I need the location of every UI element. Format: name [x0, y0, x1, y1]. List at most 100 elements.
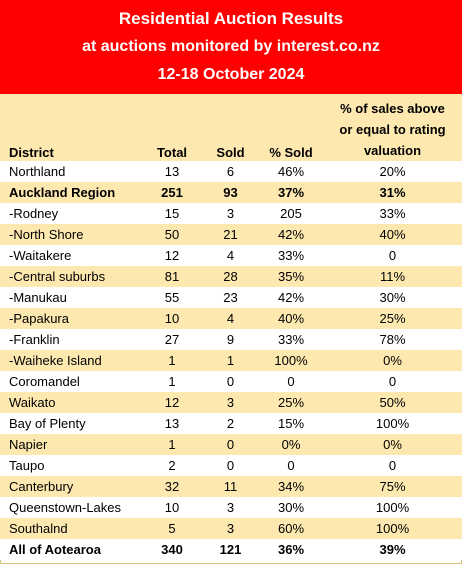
cell-above: 33%: [379, 206, 406, 221]
cell-above: 11%: [379, 269, 406, 284]
cell-district: Queenstown-Lakes: [9, 500, 122, 515]
table-row: -Central suburbs 81 28 35% 11%: [0, 266, 462, 287]
cell-sold: 2: [226, 416, 235, 431]
cell-sold: 3: [226, 395, 235, 410]
cell-above: 0: [388, 248, 397, 263]
cell-total: 10: [164, 311, 180, 326]
cell-pct-sold: 33%: [277, 248, 305, 263]
cell-sold: 0: [226, 437, 235, 452]
cell-sold: 3: [226, 521, 235, 536]
cell-total: 340: [161, 542, 183, 557]
cell-total: 12: [164, 395, 180, 410]
column-header-total: Total: [156, 145, 188, 160]
cell-sold: 23: [223, 290, 238, 305]
column-header-above-line3: valuation: [363, 143, 422, 158]
cell-sold: 0: [226, 458, 235, 473]
cell-above: 40%: [379, 227, 406, 242]
table-row: Taupo 2 0 0 0: [0, 455, 462, 476]
cell-total: 13: [164, 164, 180, 179]
cell-district: -Rodney: [9, 206, 59, 221]
cell-pct-sold: 15%: [277, 416, 305, 431]
column-header-above-valuation: % of sales above or equal to rating valu…: [323, 94, 462, 161]
report-header: Residential Auction Results at auctions …: [0, 0, 462, 94]
cell-above: 100%: [375, 521, 410, 536]
column-header-pct-sold: % Sold: [269, 145, 313, 160]
cell-total: 1: [168, 437, 176, 452]
cell-total: 81: [164, 269, 180, 284]
cell-pct-sold: 34%: [277, 479, 305, 494]
cell-pct-sold: 60%: [277, 521, 305, 536]
table-row: Northland 13 6 46% 20%: [0, 161, 462, 182]
table-row: Bay of Plenty 13 2 15% 100%: [0, 413, 462, 434]
cell-above: 75%: [379, 479, 406, 494]
cell-total: 5: [168, 521, 176, 536]
cell-district: -Waitakere: [9, 248, 72, 263]
cell-above: 31%: [379, 185, 406, 200]
cell-sold: 6: [226, 164, 235, 179]
table-row: Napier 1 0 0% 0%: [0, 434, 462, 455]
table-row: Waikato 12 3 25% 50%: [0, 392, 462, 413]
cell-district: -Franklin: [9, 332, 60, 347]
cell-total: 1: [168, 374, 176, 389]
table-row: Auckland Region 251 93 37% 31%: [0, 182, 462, 203]
cell-district: Auckland Region: [9, 185, 116, 200]
report-subtitle: at auctions monitored by interest.co.nz: [82, 38, 380, 55]
cell-pct-sold: 40%: [277, 311, 305, 326]
cell-above: 0: [388, 458, 397, 473]
cell-total: 27: [164, 332, 180, 347]
cell-total: 251: [161, 185, 183, 200]
cell-pct-sold: 205: [280, 206, 302, 221]
cell-district: Coromandel: [9, 374, 80, 389]
column-header-sold: Sold: [216, 145, 245, 160]
cell-sold: 11: [223, 479, 238, 494]
cell-sold: 0: [226, 374, 235, 389]
cell-pct-sold: 0: [287, 374, 295, 389]
cell-above: 0: [388, 374, 397, 389]
table-row: -Franklin 27 9 33% 78%: [0, 329, 462, 350]
cell-district: -Central suburbs: [9, 269, 106, 284]
cell-sold: 93: [223, 185, 238, 200]
cell-sold: 28: [223, 269, 238, 284]
table-row: Canterbury 32 11 34% 75%: [0, 476, 462, 497]
cell-pct-sold: 100%: [274, 353, 308, 368]
report-title: Residential Auction Results: [118, 9, 344, 28]
cell-pct-sold: 0%: [281, 437, 301, 452]
table-row: -Rodney 15 3 205 33%: [0, 203, 462, 224]
cell-sold: 21: [223, 227, 238, 242]
cell-above: 25%: [379, 311, 406, 326]
cell-above: 50%: [379, 395, 406, 410]
cell-sold: 4: [226, 248, 235, 263]
table-row: All of Aotearoa 340 121 36% 39%: [0, 539, 462, 560]
cell-total: 2: [168, 458, 176, 473]
cell-above: 78%: [379, 332, 406, 347]
cell-pct-sold: 42%: [277, 227, 305, 242]
cell-district: Taupo: [9, 458, 45, 473]
cell-district: All of Aotearoa: [9, 542, 101, 557]
cell-above: 100%: [375, 500, 410, 515]
table-row: Coromandel 1 0 0 0: [0, 371, 462, 392]
cell-above: 0%: [383, 437, 402, 452]
cell-sold: 1: [226, 353, 235, 368]
column-header-above-line2: or equal to rating: [339, 122, 446, 137]
cell-sold: 3: [226, 500, 235, 515]
cell-district: Southalnd: [9, 521, 68, 536]
cell-total: 13: [164, 416, 180, 431]
cell-pct-sold: 0: [287, 458, 295, 473]
cell-pct-sold: 30%: [277, 500, 305, 515]
cell-sold: 121: [219, 542, 242, 557]
cell-district: Bay of Plenty: [9, 416, 86, 431]
cell-total: 10: [164, 500, 180, 515]
cell-district: -Manukau: [9, 290, 67, 305]
table-row: Queenstown-Lakes 10 3 30% 100%: [0, 497, 462, 518]
cell-above: 0%: [383, 353, 402, 368]
cell-sold: 4: [226, 311, 235, 326]
cell-sold: 9: [226, 332, 235, 347]
cell-above: 30%: [379, 290, 406, 305]
column-header-above-line1: % of sales above: [340, 101, 445, 116]
cell-pct-sold: 25%: [277, 395, 305, 410]
cell-district: Northland: [9, 164, 66, 179]
cell-pct-sold: 37%: [277, 185, 305, 200]
cell-total: 12: [164, 248, 180, 263]
cell-total: 50: [164, 227, 180, 242]
auction-results-table: District Total Sold % Sold % of sales ab…: [0, 94, 462, 560]
